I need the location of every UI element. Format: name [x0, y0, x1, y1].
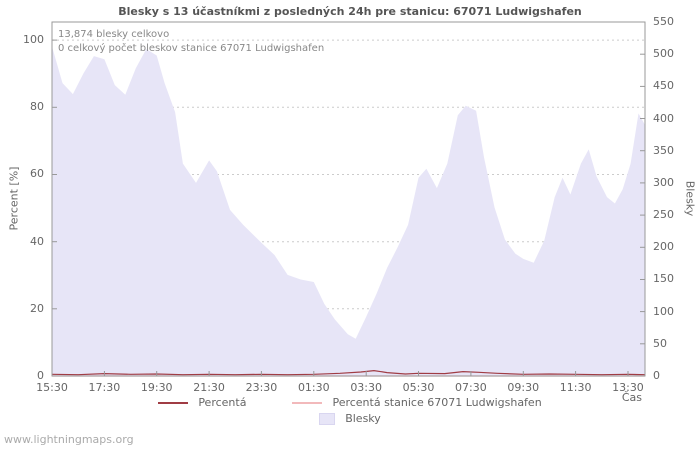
- left-tick-label: 60: [30, 167, 44, 181]
- right-tick-label: 350: [653, 143, 674, 157]
- x-tick-label: 23:30: [245, 381, 278, 394]
- right-tick-label: 550: [653, 15, 674, 28]
- left-tick-label: 20: [30, 301, 44, 315]
- right-tick-label: 400: [653, 111, 674, 125]
- right-tick-label: 450: [653, 79, 674, 93]
- legend-percent-label: Percentá: [198, 396, 247, 409]
- right-tick-label: 50: [653, 336, 667, 350]
- left-tick-label: 80: [30, 100, 44, 114]
- x-tick-label: 15:30: [36, 381, 68, 394]
- left-tick-label: 0: [37, 369, 44, 382]
- chart-title: Blesky s 13 účastníkmi z posledných 24h …: [118, 5, 582, 18]
- right-tick-label: 100: [653, 304, 674, 318]
- x-tick-label: 01:30: [297, 381, 330, 394]
- legend-station-label: Percentá stanice 67071 Ludwigshafen: [332, 396, 542, 409]
- legend-area-swatch: [319, 412, 336, 425]
- x-tick-label: 21:30: [193, 381, 225, 394]
- x-tick-label: 13:30: [612, 381, 644, 394]
- left-tick-label: 40: [30, 234, 44, 248]
- legend-row-lines: Percentá Percentá stanice 67071 Ludwigsh…: [0, 396, 700, 409]
- legend-area-label: Blesky: [345, 412, 381, 425]
- legend-percent-line-swatch: [158, 401, 189, 404]
- x-axis-label: Čas: [621, 391, 642, 404]
- right-tick-label: 300: [653, 175, 674, 189]
- left-axis-label: Percent [%]: [7, 166, 21, 231]
- x-tick-label: 17:30: [88, 381, 121, 394]
- right-tick-label: 200: [653, 240, 674, 254]
- x-tick-label: 05:30: [402, 381, 435, 394]
- right-tick-label: 0: [653, 369, 660, 382]
- right-axis-label: Blesky: [683, 180, 697, 217]
- x-tick-label: 03:30: [350, 381, 383, 394]
- legend-row-area: Blesky: [0, 412, 700, 425]
- watermark-link[interactable]: www.lightningmaps.org: [4, 433, 134, 446]
- x-tick-label: 19:30: [140, 381, 173, 394]
- x-tick-label: 07:30: [455, 381, 487, 394]
- legend-station-line-swatch: [292, 401, 323, 404]
- right-tick-label: 150: [653, 272, 674, 286]
- total-strikes-annotation: 13,874 blesky celkovo: [58, 29, 170, 40]
- x-tick-label: 11:30: [559, 381, 592, 394]
- station-total-annotation: 0 celkový počet bleskov stanice 67071 Lu…: [58, 43, 325, 54]
- left-tick-label: 100: [23, 33, 44, 47]
- right-tick-label: 250: [653, 208, 674, 222]
- right-tick-label: 500: [653, 47, 674, 61]
- x-tick-label: 09:30: [507, 381, 540, 394]
